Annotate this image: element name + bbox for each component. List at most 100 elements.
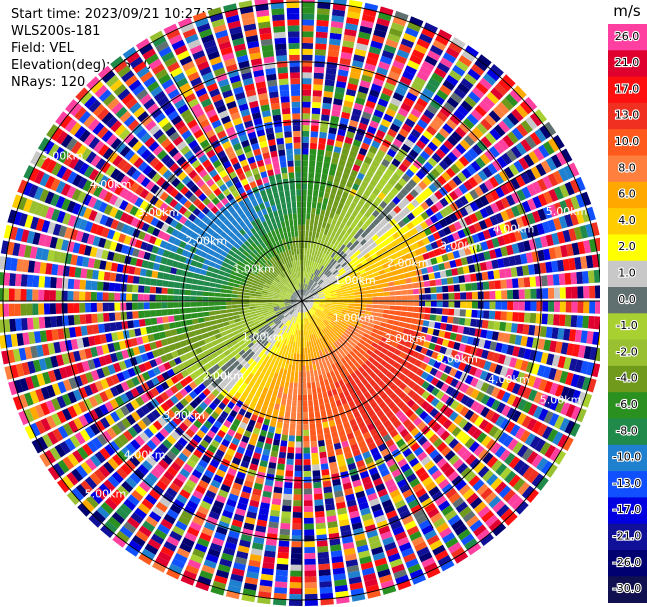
velocity-gate bbox=[295, 453, 302, 460]
velocity-gate bbox=[447, 357, 456, 367]
velocity-gate bbox=[331, 302, 338, 305]
velocity-gate bbox=[227, 428, 236, 437]
velocity-gate bbox=[364, 578, 378, 588]
velocity-gate bbox=[316, 270, 321, 277]
velocity-gate bbox=[334, 140, 343, 148]
velocity-gate bbox=[367, 125, 377, 135]
velocity-gate bbox=[489, 290, 496, 300]
velocity-gate bbox=[236, 550, 249, 560]
velocity-gate bbox=[517, 385, 527, 397]
velocity-gate bbox=[331, 555, 344, 564]
velocity-gate bbox=[304, 576, 317, 583]
velocity-gate bbox=[379, 414, 389, 424]
velocity-gate bbox=[540, 352, 549, 364]
velocity-gate bbox=[318, 569, 331, 577]
velocity-gate bbox=[325, 302, 332, 304]
velocity-gate bbox=[211, 324, 219, 330]
velocity-gate bbox=[376, 388, 385, 396]
velocity-gate bbox=[380, 218, 389, 226]
velocity-gate bbox=[85, 314, 92, 324]
velocity-gate bbox=[364, 234, 372, 242]
velocity-gate bbox=[302, 301, 307, 305]
velocity-gate bbox=[312, 393, 318, 401]
velocity-gate bbox=[505, 93, 519, 107]
velocity-gate bbox=[422, 87, 435, 99]
velocity-gate bbox=[416, 546, 430, 558]
velocity-gate bbox=[336, 227, 343, 235]
velocity-gate bbox=[409, 478, 421, 488]
velocity-gate bbox=[325, 255, 331, 262]
velocity-gate bbox=[368, 535, 380, 544]
velocity-gate bbox=[376, 66, 389, 76]
velocity-gate bbox=[421, 390, 431, 400]
velocity-gate bbox=[197, 505, 209, 516]
velocity-gate bbox=[403, 385, 412, 395]
velocity-gate bbox=[411, 276, 418, 283]
velocity-gate bbox=[302, 248, 305, 255]
velocity-gate bbox=[304, 547, 316, 554]
velocity-gate bbox=[378, 269, 386, 275]
velocity-gate bbox=[415, 224, 424, 233]
velocity-gate bbox=[272, 390, 278, 398]
velocity-gate bbox=[314, 333, 319, 340]
velocity-gate bbox=[413, 123, 425, 134]
velocity-gate bbox=[327, 339, 333, 345]
velocity-gate bbox=[312, 314, 317, 320]
velocity-gate bbox=[321, 312, 328, 317]
velocity-gate bbox=[268, 521, 279, 529]
velocity-gate bbox=[482, 166, 493, 178]
velocity-gate bbox=[306, 304, 311, 310]
velocity-gate bbox=[473, 445, 485, 457]
velocity-gate bbox=[258, 591, 272, 599]
velocity-gate bbox=[474, 210, 484, 221]
velocity-gate bbox=[291, 310, 296, 316]
velocity-gate bbox=[370, 332, 377, 338]
velocity-gate bbox=[325, 67, 337, 75]
velocity-gate bbox=[331, 15, 345, 23]
velocity-gate bbox=[291, 547, 302, 554]
velocity-gate bbox=[406, 259, 414, 266]
velocity-gate bbox=[579, 225, 589, 239]
velocity-gate bbox=[490, 202, 500, 214]
velocity-gate bbox=[508, 334, 517, 345]
velocity-gate bbox=[309, 160, 316, 167]
velocity-gate bbox=[455, 479, 467, 491]
velocity-gate bbox=[320, 410, 327, 417]
velocity-gate bbox=[373, 134, 383, 144]
velocity-gate bbox=[389, 429, 399, 438]
velocity-gate bbox=[421, 380, 430, 390]
velocity-gate bbox=[305, 224, 310, 231]
velocity-gate bbox=[335, 332, 342, 338]
velocity-gate bbox=[448, 293, 455, 300]
velocity-gate bbox=[466, 164, 477, 176]
velocity-gate bbox=[458, 418, 469, 429]
velocity-gate bbox=[536, 423, 548, 437]
velocity-gate bbox=[349, 201, 357, 210]
velocity-gate bbox=[476, 528, 491, 542]
velocity-gate bbox=[554, 246, 563, 259]
velocity-gate bbox=[508, 232, 517, 243]
velocity-gate bbox=[359, 555, 372, 565]
velocity-gate bbox=[548, 188, 559, 202]
velocity-gate bbox=[563, 165, 575, 180]
velocity-gate bbox=[384, 363, 393, 371]
velocity-gate bbox=[336, 134, 345, 142]
velocity-gate bbox=[341, 324, 348, 330]
velocity-gate bbox=[120, 302, 127, 311]
velocity-gate bbox=[322, 391, 328, 399]
velocity-gate bbox=[384, 153, 394, 163]
velocity-gate bbox=[359, 269, 366, 275]
velocity-gate bbox=[376, 363, 384, 371]
velocity-gate bbox=[328, 395, 335, 403]
velocity-gate bbox=[204, 321, 212, 327]
velocity-gate bbox=[335, 310, 342, 314]
velocity-gate bbox=[307, 189, 313, 196]
velocity-gate bbox=[176, 494, 188, 505]
velocity-gate bbox=[389, 366, 397, 374]
velocity-gate bbox=[320, 227, 325, 234]
velocity-gate bbox=[246, 571, 259, 580]
velocity-gate bbox=[341, 476, 351, 485]
velocity-gate bbox=[389, 291, 396, 296]
velocity-gate bbox=[324, 269, 330, 275]
velocity-gate bbox=[447, 471, 459, 482]
